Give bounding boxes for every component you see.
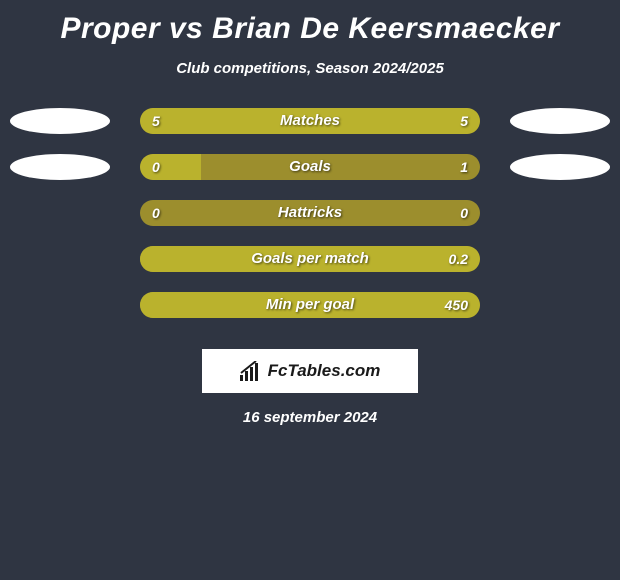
subtitle: Club competitions, Season 2024/2025 [0, 60, 620, 77]
page-title: Proper vs Brian De Keersmaecker [0, 0, 620, 46]
bar-track: Min per goal450 [140, 292, 480, 318]
stat-row: Min per goal450 [0, 289, 620, 335]
player-marker-right [510, 154, 610, 180]
player-marker-left [10, 154, 110, 180]
stat-label: Min per goal [140, 292, 480, 318]
stat-value-right: 0 [460, 200, 468, 226]
date-text: 16 september 2024 [0, 409, 620, 426]
bar-track: Matches5 5 [140, 108, 480, 134]
stat-label: Goals [140, 154, 480, 180]
stat-row: Goals per match0.2 [0, 243, 620, 289]
player-marker-right [510, 108, 610, 134]
stat-row: Hattricks0 0 [0, 197, 620, 243]
comparison-chart: Matches55Goals01Hattricks00Goals per mat… [0, 105, 620, 335]
fctables-badge: FcTables.com [202, 349, 418, 393]
stat-value-right: 1 [460, 154, 468, 180]
stat-value-left: 5 [152, 108, 160, 134]
bar-track: Hattricks0 0 [140, 200, 480, 226]
stat-value-left: 0 [152, 154, 160, 180]
player-marker-left [10, 108, 110, 134]
bar-track: Goals per match0.2 [140, 246, 480, 272]
chart-icon [240, 361, 262, 381]
stat-value-left: 0 [152, 200, 160, 226]
bar-track: Goals0 1 [140, 154, 480, 180]
fctables-label: FcTables.com [268, 361, 381, 381]
stat-label: Hattricks [140, 200, 480, 226]
stat-value-right: 450 [445, 292, 468, 318]
stat-value-right: 0.2 [449, 246, 468, 272]
stat-row: Matches5 5 [0, 105, 620, 151]
stat-label: Matches [140, 108, 480, 134]
stat-label: Goals per match [140, 246, 480, 272]
stat-value-right: 5 [460, 108, 468, 134]
stat-row: Goals0 1 [0, 151, 620, 197]
